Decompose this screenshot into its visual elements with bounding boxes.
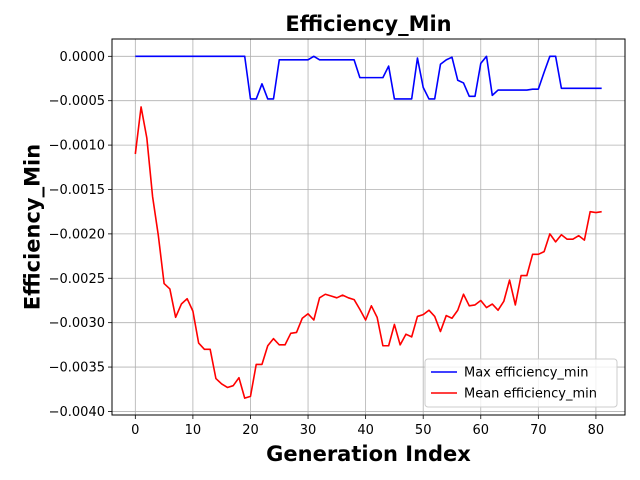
grid: [112, 39, 625, 415]
y-tick-label: 0.0000: [60, 50, 106, 65]
x-tick-label: 50: [415, 423, 432, 438]
legend-box: [424, 358, 618, 408]
x-tick-label: 40: [357, 423, 374, 438]
series-line-1: [134, 106, 602, 399]
y-tick-label: −0.0005: [49, 94, 105, 109]
y-tick-label: −0.0035: [49, 361, 105, 376]
y-tick-label: −0.0025: [49, 272, 105, 287]
y-tick-label: −0.0020: [49, 227, 105, 242]
chart-title: Efficiency_Min: [285, 12, 451, 36]
series-line-0: [135, 55, 602, 100]
x-tick-label: 10: [185, 423, 202, 438]
x-axis-title: Generation Index: [266, 442, 471, 466]
x-tick-label: 0: [131, 423, 139, 438]
plot-frame: [111, 38, 626, 416]
legend-label: Max efficiency_min: [464, 366, 588, 381]
x-tick-label: 80: [588, 423, 605, 438]
x-tick-label: 60: [472, 423, 489, 438]
x-tick-label: 20: [242, 423, 259, 438]
x-tick-label: 70: [530, 423, 547, 438]
x-tick-label: 30: [300, 423, 317, 438]
y-axis: 0.0000 −0.0005 −0.0010 −0.0015 −0.0020 −0.002…: [49, 50, 112, 420]
y-axis-title: Efficiency_Min: [20, 144, 44, 310]
series-layer: [134, 55, 602, 399]
y-tick-label: −0.0010: [49, 139, 105, 154]
y-tick-label: −0.0030: [49, 316, 105, 331]
legend-label: Mean efficiency_min: [464, 387, 597, 402]
x-axis: 0 10 20 30 40 50 60 70 80: [131, 415, 604, 438]
legend: Max efficiency_min Mean efficiency_min: [424, 358, 618, 408]
y-tick-label: −0.0040: [49, 405, 105, 420]
y-tick-label: −0.0015: [49, 183, 105, 198]
